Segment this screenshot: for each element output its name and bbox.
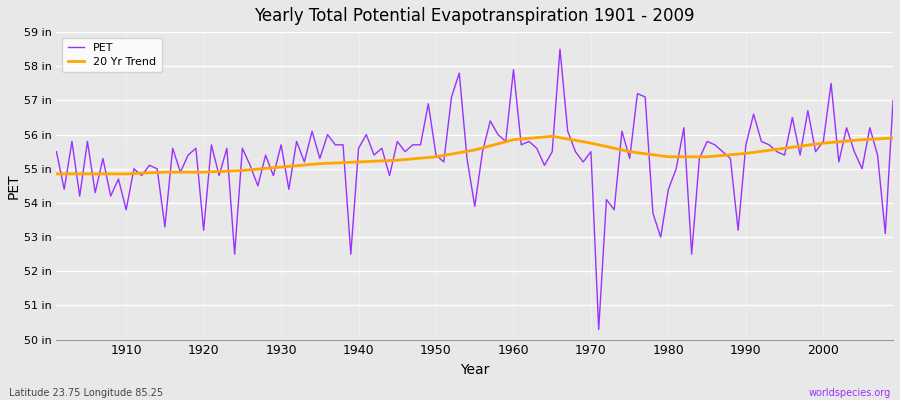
PET <box>887 98 898 103</box>
20 Yr Trend <box>608 146 619 151</box>
PET <box>330 142 341 147</box>
Line: 20 Yr Trend: 20 Yr Trend <box>57 136 893 174</box>
20 Yr Trend <box>330 160 341 165</box>
Y-axis label: PET: PET <box>7 173 21 199</box>
Title: Yearly Total Potential Evapotranspiration 1901 - 2009: Yearly Total Potential Evapotranspiratio… <box>255 7 695 25</box>
PET <box>554 47 565 52</box>
PET <box>508 67 519 72</box>
Text: Latitude 23.75 Longitude 85.25: Latitude 23.75 Longitude 85.25 <box>9 388 163 398</box>
20 Yr Trend <box>500 139 511 144</box>
PET <box>113 177 124 182</box>
20 Yr Trend <box>887 136 898 140</box>
Legend: PET, 20 Yr Trend: PET, 20 Yr Trend <box>62 38 162 72</box>
20 Yr Trend <box>508 137 519 142</box>
X-axis label: Year: Year <box>460 363 490 377</box>
20 Yr Trend <box>547 134 558 139</box>
20 Yr Trend <box>51 172 62 176</box>
PET <box>616 129 627 134</box>
20 Yr Trend <box>284 164 294 169</box>
PET <box>500 139 511 144</box>
Line: PET: PET <box>57 49 893 329</box>
PET <box>284 187 294 192</box>
PET <box>51 149 62 154</box>
PET <box>593 327 604 332</box>
Text: worldspecies.org: worldspecies.org <box>809 388 891 398</box>
20 Yr Trend <box>113 172 124 176</box>
